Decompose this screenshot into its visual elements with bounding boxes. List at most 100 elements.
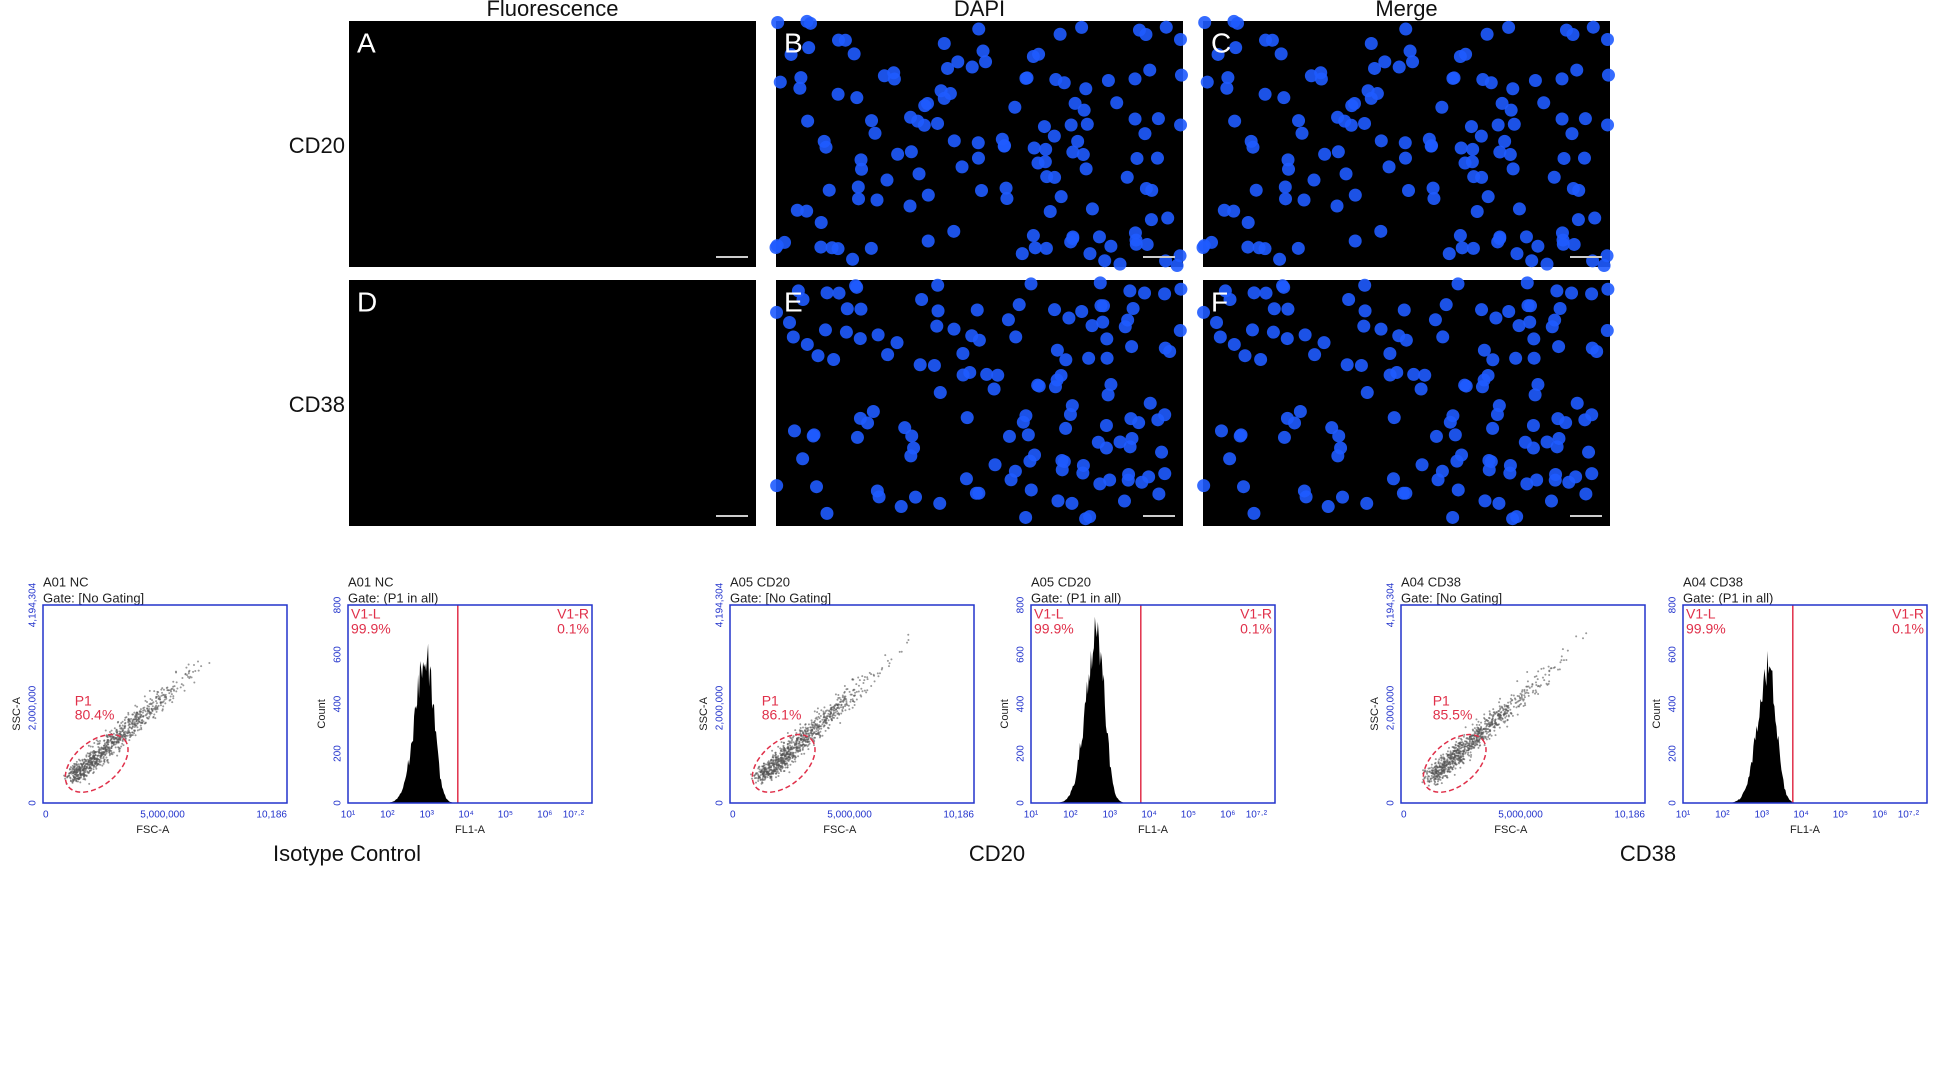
event-dot (1473, 744, 1476, 747)
event-dot (784, 764, 787, 767)
event-dot (84, 768, 87, 771)
event-dot (1477, 727, 1480, 730)
event-dot (1479, 744, 1482, 747)
event-dot (1509, 700, 1512, 703)
cell (1151, 413, 1165, 427)
cell (1565, 127, 1579, 141)
cell (1464, 120, 1478, 134)
event-dot (801, 748, 804, 751)
marker-right-name: V1-R (1892, 606, 1924, 622)
event-dot (813, 710, 816, 713)
event-dot (79, 774, 82, 777)
event-dot (80, 767, 83, 770)
cell (1039, 142, 1053, 156)
cell (1229, 41, 1243, 55)
event-dot (150, 708, 153, 711)
event-dot (119, 737, 122, 740)
cell (1443, 415, 1457, 429)
y-axis-label: Count (316, 699, 328, 728)
x-tick-label: 10,186 (1614, 810, 1645, 821)
event-dot (817, 715, 820, 718)
event-dot (761, 781, 764, 784)
event-dot (121, 735, 124, 738)
event-dot (85, 754, 88, 757)
event-dot (161, 708, 164, 711)
event-dot (1565, 658, 1568, 661)
event-dot (127, 721, 130, 724)
event-dot (789, 757, 792, 760)
cell (1292, 114, 1306, 128)
cell (1121, 313, 1135, 327)
cell (1037, 120, 1051, 134)
event-dot (173, 689, 176, 692)
event-dot (1454, 744, 1457, 747)
cell (1159, 20, 1173, 34)
event-dot (820, 709, 823, 712)
event-dot (1476, 743, 1479, 746)
event-dot (825, 722, 828, 725)
event-dot (774, 751, 777, 754)
cell (1293, 405, 1307, 419)
event-dot (64, 777, 67, 780)
cell (1245, 323, 1259, 337)
cell (1031, 378, 1045, 392)
event-dot (104, 754, 107, 757)
cell (1100, 351, 1114, 365)
plot-frame (42, 604, 288, 804)
x-tick-label: 10³ (1754, 810, 1769, 821)
cell (853, 332, 867, 346)
cell (796, 292, 810, 306)
histogram-shape (1036, 616, 1137, 803)
event-dot (783, 757, 786, 760)
event-dot (841, 694, 844, 697)
x-axis-label: FSC-A (823, 824, 857, 836)
cell (1173, 33, 1187, 47)
event-dot (1444, 774, 1447, 777)
event-dot (1478, 731, 1481, 734)
event-dot (103, 759, 106, 762)
cell (1173, 249, 1187, 263)
event-dot (770, 768, 773, 771)
cell (1398, 136, 1412, 150)
event-dot (764, 763, 767, 766)
group-label: CD20 (969, 841, 1025, 866)
plot-title: A04 CD38 (1683, 574, 1743, 589)
event-dot (760, 770, 763, 773)
cell (1455, 241, 1469, 255)
cell (911, 114, 925, 128)
event-dot (114, 734, 117, 737)
region-name: P1 (762, 693, 779, 709)
event-dot (790, 741, 793, 744)
event-dot (123, 722, 126, 725)
event-dot (779, 768, 782, 771)
event-dot (824, 729, 827, 732)
event-dot (132, 718, 135, 721)
event-dot (841, 700, 844, 703)
event-dot (829, 704, 832, 707)
event-dot (857, 690, 860, 693)
event-dot (791, 751, 794, 754)
event-dot (1439, 754, 1442, 757)
event-dot (768, 769, 771, 772)
event-dot (96, 763, 99, 766)
event-dot (94, 760, 97, 763)
event-dot (1523, 696, 1526, 699)
event-dot (127, 711, 130, 714)
event-dot (124, 730, 127, 733)
event-dot (1459, 737, 1462, 740)
cell (1512, 319, 1526, 333)
cell (1450, 454, 1464, 468)
cell (1170, 259, 1184, 273)
cell (1082, 351, 1096, 365)
event-dot (811, 729, 814, 732)
event-dot (89, 745, 92, 748)
cell (947, 224, 961, 238)
cell (1562, 475, 1576, 489)
event-dot (888, 662, 891, 665)
cell (855, 162, 869, 176)
event-dot (769, 775, 772, 778)
event-dot (115, 728, 118, 731)
event-dot (1527, 685, 1530, 688)
cell (801, 114, 815, 128)
event-dot (1468, 744, 1471, 747)
